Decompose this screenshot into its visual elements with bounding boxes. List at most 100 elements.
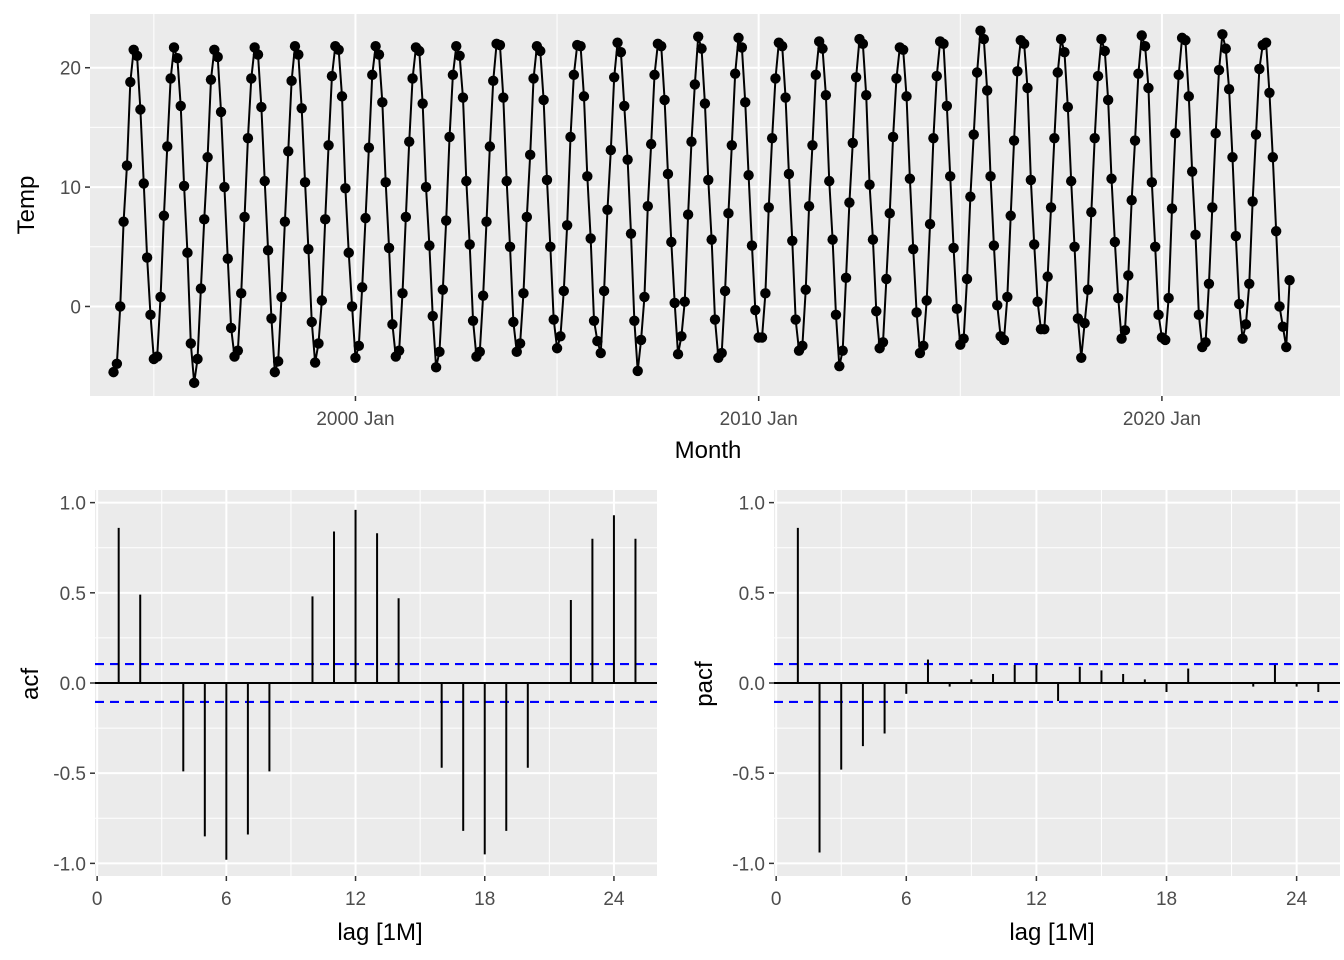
temp-data-point	[1139, 41, 1151, 52]
temp-data-point	[928, 132, 939, 144]
temp-data-point	[484, 141, 496, 152]
temp-data-point	[283, 146, 294, 157]
pacf-y-tick-label: 0.0	[739, 674, 765, 695]
temp-data-point	[1079, 317, 1090, 329]
temp-data-point	[1180, 35, 1191, 46]
temp-data-point	[904, 173, 916, 184]
temp-data-point	[1207, 202, 1218, 213]
temp-data-point	[1123, 270, 1134, 281]
pacf-x-tick-label: 6	[901, 889, 912, 910]
temp-data-point	[514, 338, 526, 349]
temp-data-point	[561, 220, 573, 231]
temp-data-point	[699, 98, 711, 109]
temp-data-point	[1153, 309, 1164, 321]
temp-data-point	[763, 202, 774, 213]
temp-data-point	[743, 169, 754, 181]
time-series-x-ticks: 2000 Jan 2010 Jan 2020 Jan	[316, 396, 1201, 430]
temp-data-point	[551, 343, 563, 354]
temp-data-point	[222, 253, 233, 264]
temp-data-point	[844, 197, 855, 208]
temp-data-point	[642, 200, 653, 212]
temp-data-point	[975, 25, 986, 36]
temp-data-point	[1149, 241, 1161, 252]
temp-data-point	[1032, 296, 1043, 307]
ts-x-tick-label: 2000 Jan	[316, 409, 394, 430]
temp-data-point	[404, 136, 415, 147]
temp-data-point	[387, 319, 398, 330]
temp-data-point	[1200, 337, 1211, 348]
pacf-y-ticks: -1.0 -0.5 0.0 0.5 1.0	[732, 494, 774, 875]
temp-data-point	[965, 191, 976, 202]
temp-data-point	[884, 208, 895, 219]
temp-data-point	[111, 358, 123, 369]
temp-data-point	[424, 240, 435, 251]
acf-x-tick-label: 0	[92, 889, 103, 910]
temp-data-point	[175, 100, 186, 112]
temp-data-point	[985, 171, 996, 182]
temp-data-point	[340, 183, 351, 194]
temp-data-point	[871, 306, 882, 317]
temp-data-point	[968, 129, 979, 140]
temp-data-point	[162, 141, 173, 152]
temp-data-point	[921, 295, 932, 306]
temp-data-point	[440, 215, 452, 226]
temp-data-point	[192, 353, 203, 365]
temp-data-point	[756, 332, 768, 343]
temp-data-point	[931, 70, 942, 82]
temp-data-point	[1008, 135, 1020, 146]
temp-data-point	[1005, 210, 1016, 221]
temp-data-point	[608, 72, 620, 83]
temp-data-point	[622, 154, 633, 165]
temp-data-point	[824, 175, 835, 187]
temp-data-point	[760, 288, 771, 299]
temp-data-point	[992, 300, 1003, 311]
time-series-y-axis-label: Temp	[13, 176, 40, 235]
temp-data-point	[834, 360, 845, 372]
temp-data-point	[1025, 174, 1037, 186]
temp-data-point	[696, 43, 707, 54]
temp-data-point	[981, 85, 993, 96]
temp-data-point	[488, 75, 499, 87]
temp-data-point	[326, 70, 338, 82]
temp-data-point	[303, 243, 314, 255]
time-series-panel: 0 10 20 2000 Jan 2010 Jan 2020 Jan Month Tem…	[13, 14, 1340, 464]
temp-data-point	[269, 366, 281, 378]
temp-data-point	[1018, 38, 1030, 50]
temp-data-point	[131, 50, 143, 61]
temp-data-point	[1166, 203, 1178, 214]
temp-data-point	[414, 45, 425, 57]
temp-data-point	[558, 285, 569, 297]
temp-data-point	[1190, 229, 1201, 241]
temp-data-point	[1170, 128, 1181, 139]
temp-data-point	[125, 76, 136, 88]
temp-data-point	[380, 177, 391, 188]
temp-data-point	[535, 45, 546, 57]
acf-x-tick-label: 18	[474, 889, 495, 910]
temp-data-point	[259, 175, 270, 187]
temp-data-point	[1160, 334, 1171, 346]
temp-data-point	[635, 334, 647, 346]
temp-data-point	[108, 366, 119, 378]
temp-data-point	[306, 316, 317, 328]
temp-data-point	[1092, 70, 1104, 82]
temp-data-point	[1086, 206, 1097, 218]
temp-data-point	[810, 69, 822, 81]
temp-data-point	[155, 291, 166, 303]
temp-data-point	[867, 234, 879, 245]
temp-data-point	[1173, 69, 1184, 81]
temp-data-point	[360, 212, 371, 224]
temp-data-point	[766, 132, 778, 144]
temp-data-point	[236, 288, 247, 299]
temp-data-point	[598, 285, 610, 297]
temp-data-point	[723, 208, 734, 219]
temp-data-point	[538, 94, 549, 106]
temp-data-point	[887, 131, 899, 143]
temp-data-point	[783, 168, 795, 180]
temp-data-point	[145, 309, 156, 321]
temp-data-point	[729, 68, 741, 79]
temp-data-point	[568, 69, 580, 81]
temp-data-point	[770, 73, 781, 84]
temp-data-point	[1284, 275, 1295, 286]
temp-data-point	[908, 243, 919, 255]
temp-data-point	[1133, 68, 1144, 79]
